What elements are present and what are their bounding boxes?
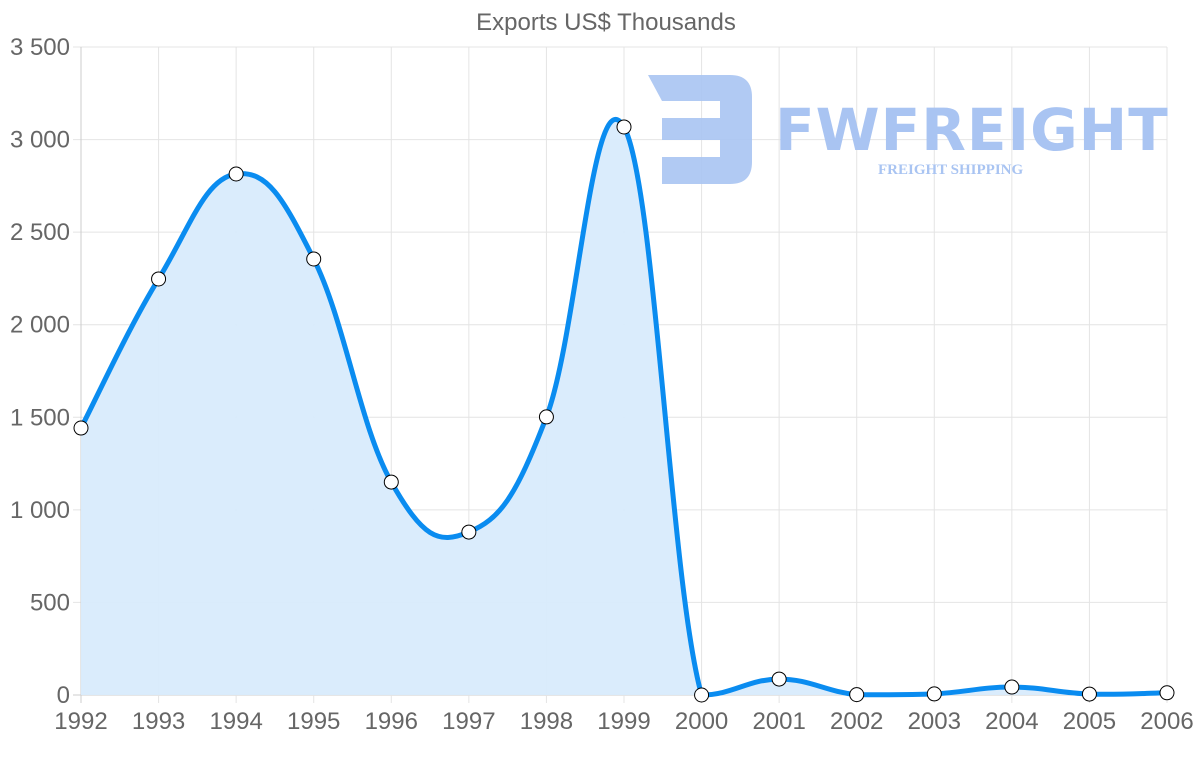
y-tick-label: 3 000: [10, 127, 70, 154]
x-tick-label: 2005: [1063, 708, 1116, 735]
series-area-fill: [81, 119, 1167, 695]
x-tick-label: 1992: [54, 708, 107, 735]
y-tick-label: 2 000: [10, 312, 70, 339]
x-tick-label: 2004: [985, 708, 1038, 735]
data-point-marker[interactable]: [151, 271, 167, 287]
x-tick-label: 1996: [365, 708, 418, 735]
y-tick-label: 3 500: [10, 34, 70, 61]
data-point-marker[interactable]: [926, 686, 942, 702]
y-tick-label: 1 500: [10, 404, 70, 431]
x-tick-label: 1998: [520, 708, 573, 735]
watermark-logo: FWFREIGHT FREIGHT SHIPPING: [648, 75, 1169, 184]
data-point-marker[interactable]: [694, 687, 710, 703]
data-point-marker[interactable]: [1004, 679, 1020, 695]
x-tick-label: 2006: [1140, 708, 1193, 735]
chart-title: Exports US$ Thousands: [476, 9, 736, 36]
y-tick-label: 1 000: [10, 497, 70, 524]
data-point-marker[interactable]: [771, 671, 787, 687]
x-tick-label: 1997: [442, 708, 495, 735]
data-point-marker[interactable]: [849, 687, 865, 703]
x-tick-label: 2002: [830, 708, 883, 735]
y-tick-label: 500: [30, 589, 70, 616]
x-tick-label: 1993: [132, 708, 185, 735]
data-point-marker[interactable]: [616, 119, 632, 135]
data-point-marker[interactable]: [538, 409, 554, 425]
data-point-marker[interactable]: [73, 420, 89, 436]
data-point-marker[interactable]: [383, 474, 399, 490]
x-tick-label: 1999: [597, 708, 650, 735]
data-point-marker[interactable]: [306, 251, 322, 267]
x-tick-label: 1994: [209, 708, 262, 735]
data-point-marker[interactable]: [461, 524, 477, 540]
x-tick-label: 1995: [287, 708, 340, 735]
data-point-marker[interactable]: [1081, 686, 1097, 702]
data-point-marker[interactable]: [1159, 685, 1175, 701]
data-points: [73, 119, 1175, 703]
y-tick-label: 0: [57, 682, 70, 709]
y-tick-label: 2 500: [10, 219, 70, 246]
x-tick-label: 2003: [908, 708, 961, 735]
x-axis-ticks: 1992 1993 1994 1995 1996 1997 1998 1999 2000 2001…: [54, 708, 1193, 735]
y-axis-ticks: 0 500 1 000 1 500 2 000 2 500 3 000 3 500: [10, 34, 70, 709]
logo-mark-icon: [648, 75, 752, 184]
watermark-brand: FWFREIGHT: [775, 96, 1169, 164]
data-point-marker[interactable]: [228, 166, 244, 182]
x-tick-label: 2000: [675, 708, 728, 735]
watermark-tagline: FREIGHT SHIPPING: [878, 162, 1023, 178]
x-tick-label: 2001: [752, 708, 805, 735]
